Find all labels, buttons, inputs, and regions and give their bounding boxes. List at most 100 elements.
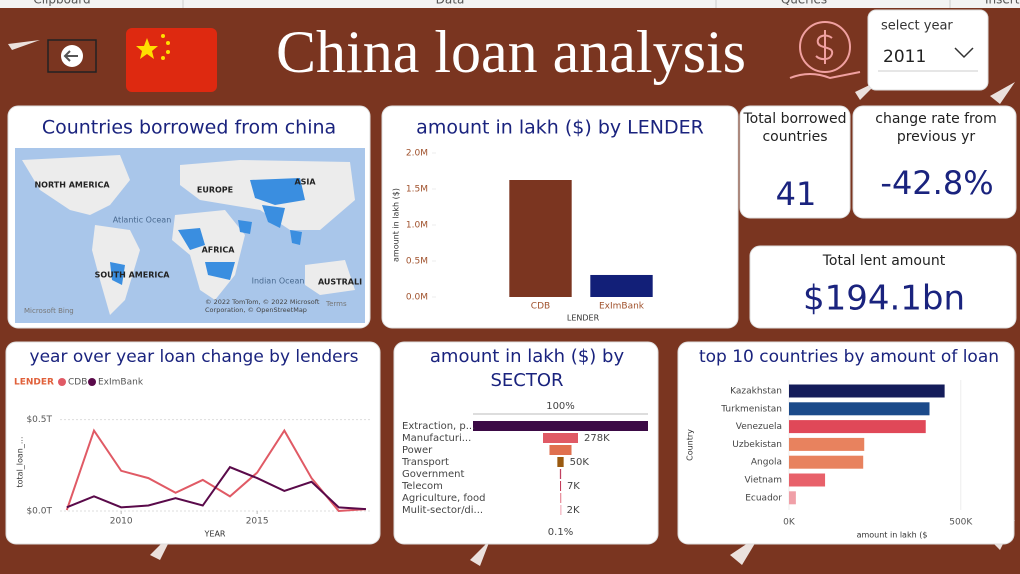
kpi-label: change rate from previous yr — [875, 111, 997, 146]
category-label: Government — [402, 469, 464, 480]
ribbon-label[interactable]: Data — [436, 0, 465, 7]
page-title: China loan analysis — [276, 19, 746, 85]
funnel-bar[interactable] — [543, 433, 578, 443]
y-tick-label: Ecuador — [745, 493, 782, 503]
map-label: AFRICA — [202, 246, 236, 255]
y-tick-label: Kazakhstan — [730, 387, 782, 397]
legend-marker — [58, 378, 66, 386]
category-label: Agriculture, food — [402, 493, 485, 504]
card-title: year over year loan change by lenders — [30, 347, 359, 367]
y-tick-label: 1.5M — [406, 185, 428, 195]
ribbon-label[interactable]: Insert — [985, 0, 1020, 7]
x-axis-label: amount in lakh ($ — [857, 531, 928, 540]
slicer-value[interactable]: 2011 — [883, 47, 926, 67]
x-tick-label: 500K — [949, 518, 973, 528]
bar[interactable] — [590, 274, 653, 297]
legend-label: ExImBank — [98, 378, 144, 388]
x-tick-label: CDB — [531, 302, 550, 312]
x-tick-label: 0K — [783, 518, 796, 528]
value-label: 2K — [567, 505, 580, 516]
map-label: AUSTRALI — [318, 278, 362, 287]
kpi-label-box: Total borrowed countries — [743, 111, 847, 146]
map-label: SOUTH AMERICA — [95, 271, 171, 280]
bar[interactable] — [789, 437, 865, 451]
category-label: Extraction, p... — [402, 421, 475, 432]
bar[interactable] — [509, 180, 572, 297]
slicer-label: select year — [881, 19, 953, 34]
category-label: Mulit-sector/di... — [402, 505, 483, 516]
funnel-bar[interactable] — [473, 421, 648, 431]
legend-marker — [88, 378, 96, 386]
x-axis-label: YEAR — [204, 530, 226, 539]
ribbon-label[interactable]: Queries — [781, 0, 827, 7]
kpi-card — [749, 245, 1017, 329]
map-attribution-box: © 2022 TomTom, © 2022 Microsoft Corporat… — [205, 298, 320, 315]
bar[interactable] — [789, 384, 945, 398]
kpi-value: 41 — [776, 175, 817, 213]
map-label: NORTH AMERICA — [34, 181, 110, 190]
category-label: Power — [402, 445, 433, 456]
x-tick-label: 2010 — [110, 517, 133, 527]
y-tick-label: 2.0M — [406, 149, 428, 159]
map-label: Atlantic Ocean — [113, 216, 172, 225]
legend-title: LENDER — [14, 378, 54, 388]
bar[interactable] — [789, 473, 826, 487]
category-label: Telecom — [401, 481, 443, 492]
y-axis-label: Country — [686, 429, 695, 461]
card-title-box: amount in lakh ($) by SECTOR — [429, 346, 625, 391]
bar[interactable] — [789, 491, 796, 505]
kpi-label: Total lent amount — [822, 253, 946, 269]
map-label: ASIA — [294, 178, 316, 187]
slicer-chevron[interactable] — [954, 47, 974, 59]
y-tick-label: 0.0M — [406, 293, 428, 303]
funnel-bar[interactable] — [560, 505, 562, 515]
map-label: EUROPE — [197, 186, 233, 195]
kpi-card — [852, 105, 1017, 219]
y-tick-label: 1.0M — [406, 221, 428, 231]
sector-card — [393, 341, 659, 545]
value-label: 50K — [570, 457, 590, 468]
bar[interactable] — [789, 420, 926, 434]
map-label: Indian Ocean — [252, 277, 305, 286]
kpi-value: -42.8% — [880, 164, 993, 202]
bar[interactable] — [789, 455, 864, 469]
funnel-bottom-label: 0.1% — [548, 527, 573, 538]
bar[interactable] — [789, 402, 930, 416]
china-flag — [126, 28, 217, 92]
value-label: 7K — [567, 481, 580, 492]
card-title: top 10 countries by amount of loan — [699, 347, 999, 367]
x-tick-label: ExImBank — [599, 302, 645, 312]
back-button[interactable] — [47, 39, 97, 73]
kpi-card — [739, 105, 851, 219]
kpi-value: $194.1bn — [803, 279, 965, 319]
dollar-icon — [789, 21, 861, 80]
legend-label: CDB — [68, 378, 87, 388]
series-line[interactable] — [65, 428, 366, 513]
slicer-card — [867, 9, 989, 91]
y-tick-label: $0.5T — [26, 415, 52, 425]
y-tick-label: Angola — [751, 458, 782, 468]
card-title: amount in lakh ($) by LENDER — [416, 117, 704, 139]
funnel-top-label: 100% — [546, 401, 575, 412]
category-label: Manufacturi... — [402, 433, 471, 444]
y-tick-label: $0.0T — [26, 507, 52, 517]
map-attribution: © 2022 TomTom, © 2022 Microsoft Corporat… — [205, 298, 320, 315]
card-title: Countries borrowed from china — [42, 117, 336, 139]
kpi-label: Total borrowed countries — [743, 111, 847, 146]
value-label: 278K — [584, 433, 610, 444]
card-title: amount in lakh ($) by SECTOR — [429, 346, 625, 391]
ribbon — [0, 0, 1020, 8]
funnel-bar[interactable] — [560, 493, 562, 503]
map-terms[interactable]: Terms — [325, 300, 347, 308]
funnel-bar[interactable] — [549, 445, 572, 455]
y-axis-label: total_loan_... — [16, 436, 25, 487]
funnel-bar[interactable] — [557, 457, 564, 467]
funnel-bar[interactable] — [559, 469, 562, 479]
series-line[interactable] — [66, 465, 366, 511]
map[interactable] — [15, 148, 365, 323]
map-logo: Microsoft Bing — [24, 307, 74, 315]
funnel-bar[interactable] — [560, 481, 562, 491]
ribbon-label[interactable]: Clipboard — [33, 0, 90, 7]
